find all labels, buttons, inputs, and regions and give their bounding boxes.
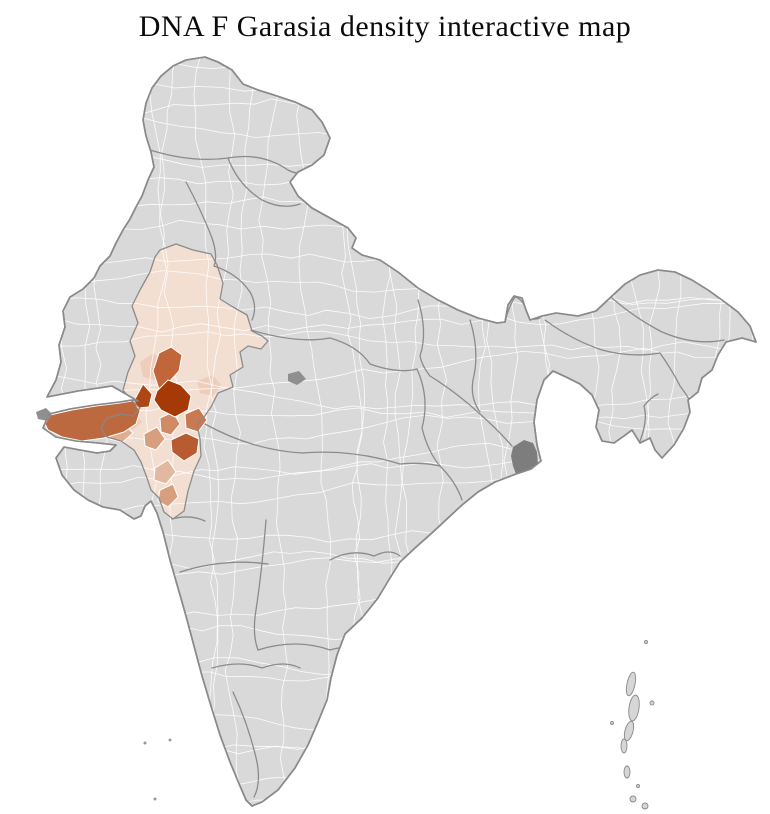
district-highlight-light-medium-d[interactable] bbox=[157, 483, 179, 508]
coastline bbox=[42, 56, 757, 807]
small-islands bbox=[143, 738, 172, 801]
island-chain[interactable] bbox=[610, 640, 655, 810]
district-highlight-darkest[interactable] bbox=[153, 379, 192, 418]
region-low-density[interactable] bbox=[101, 244, 268, 519]
district-highlight-dark[interactable] bbox=[133, 383, 153, 409]
district-highlight-medium-b[interactable] bbox=[184, 407, 208, 433]
delta-dark-patch bbox=[511, 440, 538, 486]
district-highlight-large-west[interactable] bbox=[44, 400, 141, 442]
page-title: DNA F Garasia density interactive map bbox=[138, 10, 632, 43]
district-highlight-dark-medium[interactable] bbox=[170, 432, 200, 462]
district-highlight-light-medium-c[interactable] bbox=[153, 459, 177, 485]
state-borders bbox=[100, 149, 725, 798]
central-dark-patch bbox=[288, 371, 306, 385]
district-patch-light-2[interactable] bbox=[197, 375, 221, 396]
district-highlight-light-medium-b[interactable] bbox=[143, 426, 166, 451]
